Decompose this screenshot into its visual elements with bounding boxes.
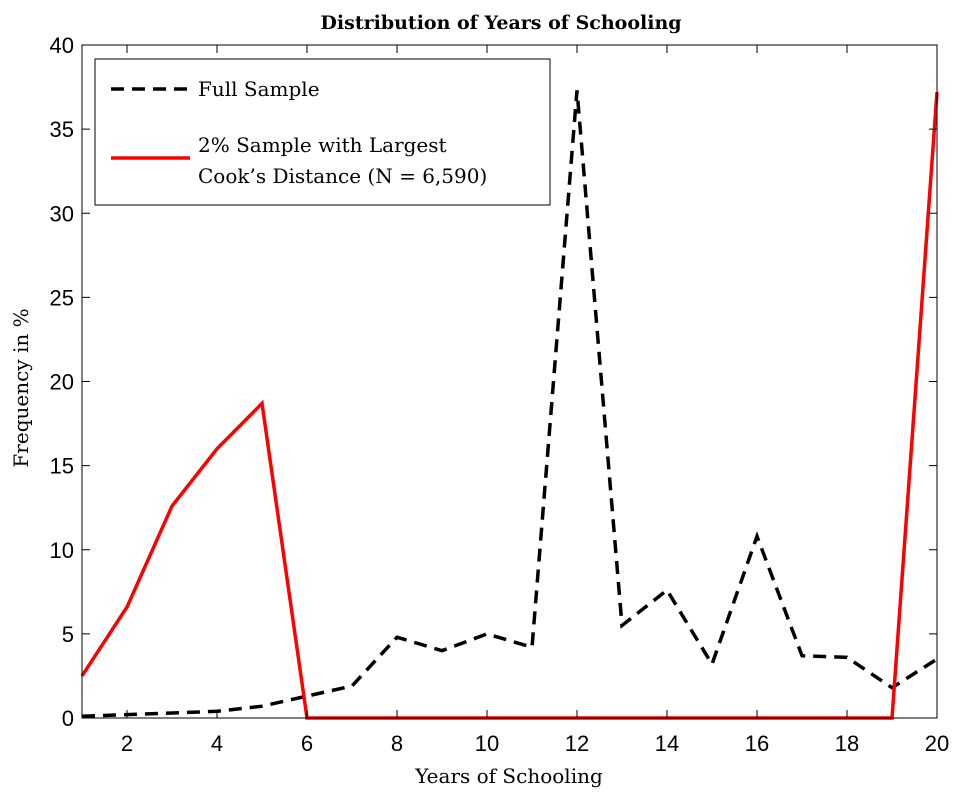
y-tick-label: 15 [50,454,74,479]
y-axis-label: Frequency in % [9,308,33,467]
axes-layer: 2 4 6 8 10 12 14 16 18 20 0 5 10 15 20 25 30 35 40 [50,33,950,756]
legend-label-cooks-line-1: 2% Sample with Largest [198,133,447,157]
x-tick-label: 10 [475,731,499,756]
x-axis-label: Years of Schooling [414,764,603,788]
y-tick-label: 40 [50,33,74,58]
legend: Full Sample 2% Sample with Largest Cook’… [94,58,551,206]
legend-label-full-sample: Full Sample [198,77,320,101]
x-tick-label: 16 [745,731,769,756]
x-tick-label: 18 [835,731,859,756]
y-tick-label: 35 [50,117,74,142]
x-tick-label: 8 [391,731,403,756]
y-tick-label: 10 [50,538,74,563]
series-line-full-sample [81,90,938,719]
y-tick-label: 25 [50,285,74,310]
x-tick-label: 20 [925,731,949,756]
x-tick-label: 4 [211,731,223,756]
legend-label-cooks-sample: 2% Sample with Largest Cook’s Distance (… [198,133,487,188]
chart-title: Distribution of Years of Schooling [320,12,681,34]
x-tick-label: 14 [655,731,679,756]
x-tick-label: 2 [121,731,133,756]
x-tick-label: 6 [301,731,313,756]
y-tick-label: 20 [50,370,74,395]
y-tick-label: 5 [62,622,74,647]
y-tick-label: 30 [50,201,74,226]
y-tick-label: 0 [62,706,74,731]
legend-label-cooks-line-2: Cook’s Distance (N = 6,590) [198,164,487,188]
legend-box [94,58,551,206]
x-tick-label: 12 [565,731,589,756]
